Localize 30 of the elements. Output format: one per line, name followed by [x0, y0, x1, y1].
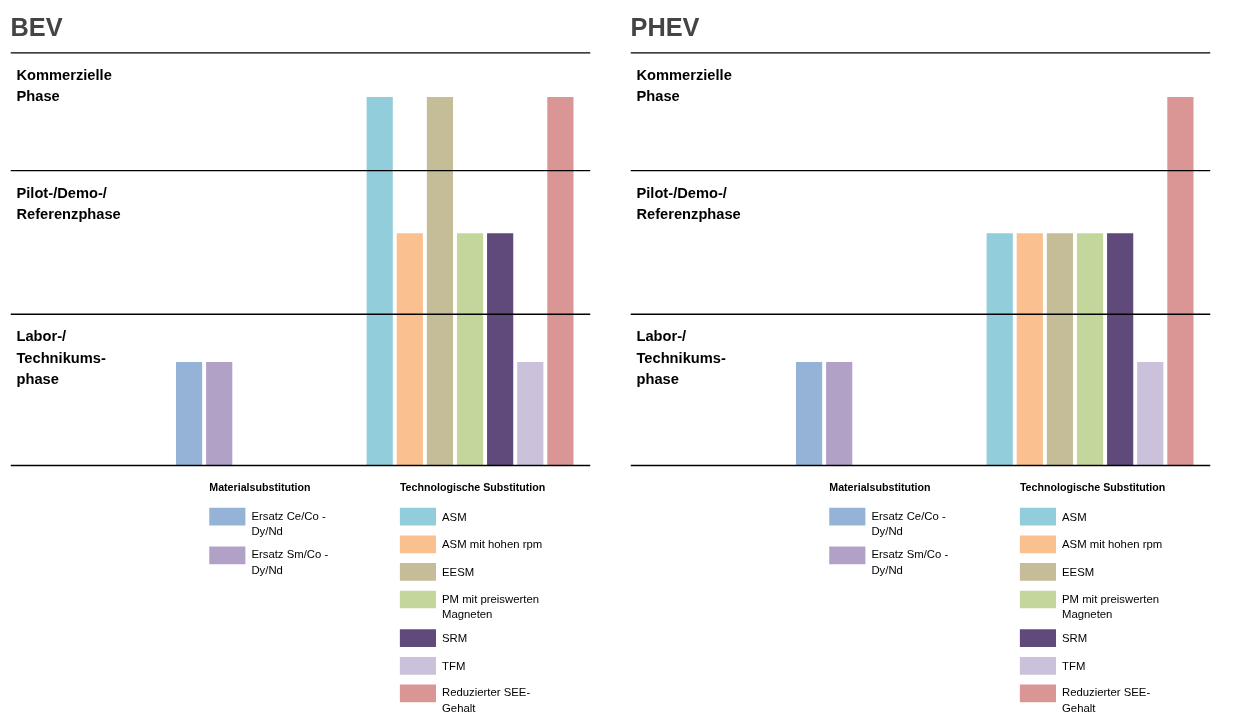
- text: Materialsubstitution: [829, 480, 931, 493]
- text: Materialsubstitution: [209, 480, 311, 493]
- legend-label: Ersatz Sm/Co - Dy/Nd: [871, 548, 949, 576]
- legend-label: Ersatz Sm/Co - Dy/Nd: [251, 548, 329, 576]
- chart-title: BEV: [10, 12, 63, 41]
- text: Technologische Substitution: [1019, 480, 1166, 493]
- ref-line-label: Kommerzielle Phase: [636, 66, 732, 105]
- chart-title: PHEV: [630, 12, 700, 41]
- text: Technologische Substitution: [399, 480, 546, 493]
- legend-label: Reduzierter SEE-Gehalt: [1062, 686, 1151, 715]
- legend-label: Ersatz Ce/Co - Dy/Nd: [251, 509, 326, 538]
- legend-label: SRM: [442, 632, 468, 645]
- legend-label: ASM mit hohen rpm: [442, 538, 543, 551]
- legend-label: SRM: [1062, 632, 1088, 645]
- legend-label: TFM: [442, 659, 466, 672]
- legend-label: Ersatz Ce/Co - Dy/Nd: [871, 509, 946, 538]
- legend-label: PM mit preiswerten Magneten: [1062, 592, 1159, 621]
- legend-label: ASM mit hohen rpm: [1062, 538, 1163, 551]
- legend-label: TFM: [1062, 659, 1086, 672]
- legend-label: EESM: [1062, 565, 1095, 578]
- ref-line-label: Pilot-/Demo-/ Referenzphase: [636, 184, 741, 223]
- ref-line-label: Pilot-/Demo-/ Referenzphase: [16, 184, 121, 223]
- legend-label: PM mit preiswerten Magneten: [442, 592, 539, 621]
- legend-label: EESM: [442, 565, 475, 578]
- ref-line-label: Kommerzielle Phase: [16, 66, 112, 105]
- ref-line-label: Labor-/ Technikums- phase: [636, 328, 726, 388]
- legend-label: ASM: [442, 510, 467, 523]
- legend-label: Reduzierter SEE-Gehalt: [442, 686, 531, 715]
- ref-line-label: Labor-/ Technikums- phase: [16, 328, 106, 388]
- legend-label: ASM: [1062, 510, 1087, 523]
